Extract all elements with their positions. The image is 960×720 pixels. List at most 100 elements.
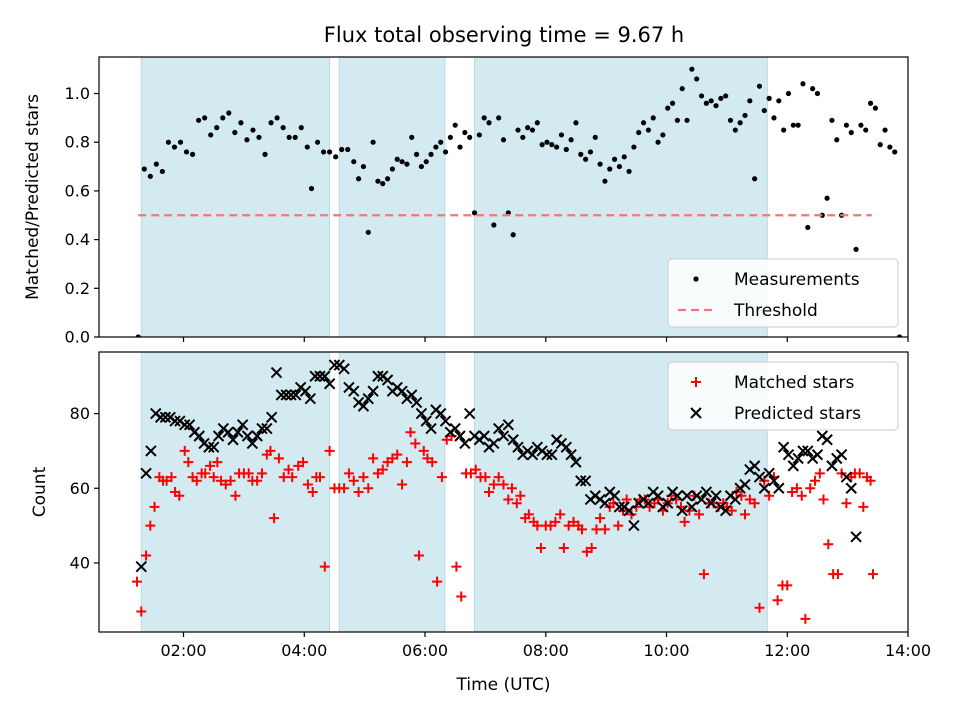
matched-stars-point <box>436 472 447 483</box>
predicted-stars-point <box>159 411 172 424</box>
matched-stars-point <box>401 457 412 468</box>
measurement-point <box>467 134 473 140</box>
predicted-stars-point <box>710 490 722 502</box>
predicted-stars-point <box>367 385 379 397</box>
measurement-point <box>471 210 478 216</box>
matched-stars-point <box>348 475 359 486</box>
matched-stars-point <box>470 464 481 475</box>
measurement-point <box>423 159 429 165</box>
predicted-stars-point <box>802 445 814 457</box>
predicted-stars-point <box>449 422 461 435</box>
matched-stars-point <box>749 498 760 509</box>
measurement-point <box>800 81 806 87</box>
predicted-stars-point <box>512 441 524 453</box>
measurement-point <box>626 168 632 175</box>
y-tick-label: 80 <box>70 404 90 423</box>
measurement-point <box>327 149 333 155</box>
measurement-point <box>418 163 424 170</box>
measurement-point <box>766 95 772 101</box>
measurement-point <box>660 132 666 138</box>
x-tick-label: 10:00 <box>643 641 689 660</box>
predicted-stars-point <box>203 441 215 453</box>
matched-stars-point <box>319 561 330 572</box>
measurement-point <box>703 100 709 106</box>
measurement-point <box>491 222 497 228</box>
predicted-stars-point <box>251 430 263 442</box>
matched-stars-point <box>800 613 811 624</box>
matched-stars-point <box>269 513 280 524</box>
measurement-point <box>238 120 244 126</box>
predicted-stars-point <box>676 504 688 517</box>
measurement-point <box>631 144 637 150</box>
predicted-stars-point <box>652 490 664 502</box>
measurement-point <box>520 134 526 140</box>
measurement-point <box>529 127 536 133</box>
predicted-stars-point <box>241 430 254 442</box>
matched-stars-point <box>377 464 388 475</box>
matched-stars-point <box>503 494 514 505</box>
matched-stars-point <box>397 479 408 490</box>
measurement-point <box>776 98 782 104</box>
measurement-point <box>298 125 304 131</box>
matched-stars-point <box>413 550 424 561</box>
matched-stars-point <box>754 602 765 613</box>
predicted-stars-point <box>821 434 833 446</box>
predicted-stars-point <box>840 471 853 483</box>
measurement-point <box>829 117 835 123</box>
predicted-stars-point <box>236 419 249 431</box>
matched-stars-point <box>149 501 160 512</box>
predicted-stars-point <box>145 445 157 457</box>
measurement-point <box>280 125 286 131</box>
predicted-stars-point <box>599 497 611 509</box>
matched-stars-point <box>480 472 491 483</box>
matched-stars-point <box>283 464 294 475</box>
measurement-point <box>220 115 226 121</box>
measurement-point <box>399 159 405 165</box>
predicted-stars-point <box>135 560 147 573</box>
predicted-stars-point <box>492 422 505 435</box>
axes-frame <box>98 56 909 338</box>
measurement-point <box>510 232 516 238</box>
matched-stars-point <box>805 483 816 494</box>
matched-stars-point <box>410 438 421 449</box>
predicted-stars-point <box>671 490 684 502</box>
y-tick-label: 40 <box>70 553 90 572</box>
predicted-stars-point <box>179 419 191 431</box>
matched-stars-point <box>679 516 690 527</box>
measurement-point <box>684 117 690 123</box>
predicted-stars-point <box>265 411 278 424</box>
measurement-point <box>409 134 415 140</box>
measurement-point <box>404 161 410 167</box>
matched-stars-point <box>506 483 517 494</box>
predicted-stars-point <box>439 415 452 427</box>
matched-stars-point <box>694 509 705 520</box>
measurement-point <box>476 132 482 138</box>
matched-stars-point <box>302 479 313 490</box>
measurement-point <box>723 93 729 99</box>
predicted-stars-point <box>826 460 838 472</box>
measurement-point <box>790 122 796 128</box>
measurement-point <box>339 146 345 153</box>
predicted-stars-point <box>850 531 862 543</box>
axes-frame <box>98 351 909 633</box>
measurement-point <box>814 90 821 97</box>
matched-stars-point <box>273 453 284 464</box>
measurement-point <box>843 122 850 128</box>
measurement-point <box>756 83 763 89</box>
predicted-stars-point <box>700 486 713 498</box>
measurement-point <box>442 149 449 155</box>
y-tick-label: 60 <box>70 479 90 498</box>
measurement-point <box>351 159 357 165</box>
matched-stars-point <box>343 468 354 479</box>
matched-stars-point <box>498 479 509 490</box>
matched-stars-point <box>183 457 194 468</box>
measurement-point <box>428 151 434 157</box>
measurement-point <box>694 76 700 82</box>
legend: Matched stars Predicted stars <box>667 361 899 431</box>
predicted-stars-point <box>502 419 515 431</box>
matched-stars-point <box>212 457 223 468</box>
data-layer <box>132 359 878 624</box>
x-tick-label: 02:00 <box>160 641 206 660</box>
matched-stars-point <box>252 475 263 486</box>
measurement-point <box>621 154 627 160</box>
